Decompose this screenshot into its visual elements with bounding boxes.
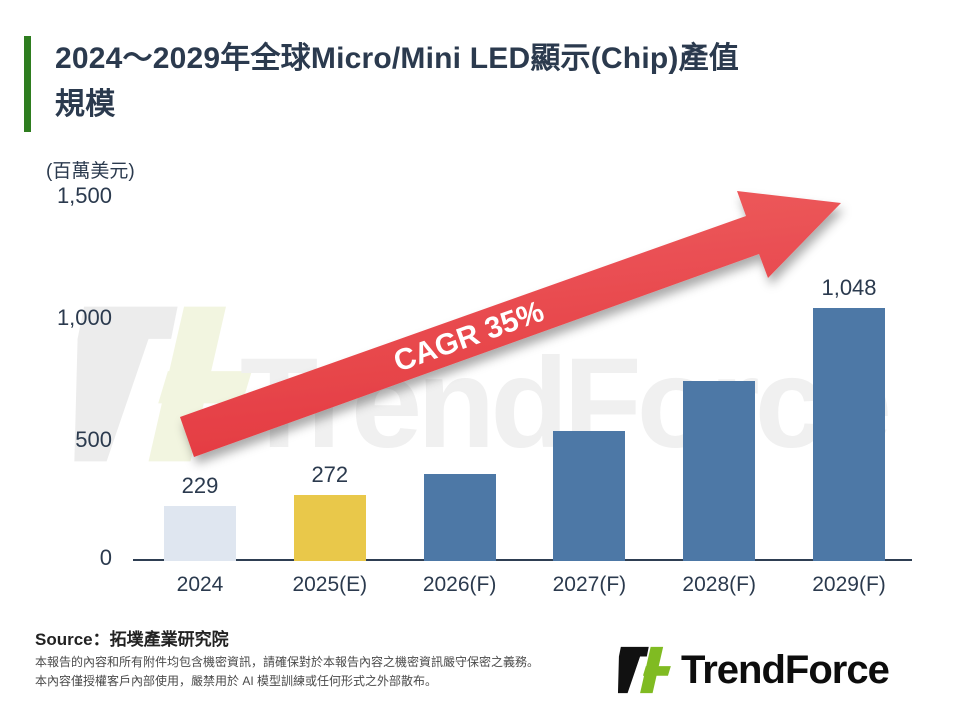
x-axis-line (133, 559, 912, 561)
bar (553, 431, 626, 561)
bar-value-label: 272 (311, 462, 349, 487)
bar-group-2028(F): 2028(F) (654, 150, 784, 620)
y-tick-1000: 1,000 (56, 305, 112, 330)
bar (293, 495, 366, 561)
trendforce-logo-icon (617, 646, 671, 694)
bar-group-2025(E): 272 2025(E) (265, 150, 395, 620)
x-axis-label: 2028(F) (682, 573, 756, 596)
x-axis-label: 2025(E) (292, 573, 368, 596)
y-tick-1500: 1,500 (56, 183, 112, 208)
plot-area: (百萬美元) 1,500 1,000 500 0 229 2024 272 2025(… (0, 150, 960, 620)
bar-value-label: 229 (181, 473, 219, 498)
bar-value-label: 1,048 (821, 275, 877, 300)
title-block: 2024～2029年全球Micro/Mini LED顯示(Chip)產值 規模 (24, 36, 739, 132)
disclaimer-text: 本報告的內容和所有附件均包含機密資訊，請確保對於本報告內容之機密資訊嚴守保密之義… (35, 653, 539, 691)
trendforce-logo: TrendForce (612, 645, 890, 695)
title-accent-bar (24, 36, 31, 132)
y-tick-0: 0 (99, 545, 112, 570)
page-title: 2024～2029年全球Micro/Mini LED顯示(Chip)產值 規模 (55, 36, 739, 132)
x-axis-label: 2029(F) (812, 573, 886, 596)
bar-group-2029(F): 1,048 2029(F) (784, 150, 914, 620)
page-title-line1: 2024～2029年全球Micro/Mini LED顯示(Chip)產值 (55, 42, 739, 75)
bar-group-2024: 229 2024 (135, 150, 265, 620)
disclaimer-line1: 本報告的內容和所有附件均包含機密資訊，請確保對於本報告內容之機密資訊嚴守保密之義… (35, 655, 540, 669)
x-axis-label: 2026(F) (422, 573, 497, 596)
bar (423, 474, 496, 561)
bar (164, 506, 236, 561)
y-tick-500: 500 (75, 427, 112, 452)
page-title-line2: 規模 (55, 88, 116, 121)
x-axis-label: 2024 (176, 573, 224, 596)
bar (683, 381, 756, 561)
y-axis-unit-label: (百萬美元) (46, 161, 135, 182)
disclaimer-line2: 本內容僅授權客戶內部使用，嚴禁用於 AI 模型訓練或任何形式之外部散布。 (35, 674, 438, 688)
trendforce-logo-text: TrendForce (681, 647, 890, 692)
source-text: Source：拓墣產業研究院 (35, 630, 229, 649)
bar-group-2027(F): 2027(F) (524, 150, 654, 620)
bar (813, 308, 885, 561)
x-axis-label: 2027(F) (552, 573, 627, 596)
bar-group-2026(F): 2026(F) (395, 150, 525, 620)
